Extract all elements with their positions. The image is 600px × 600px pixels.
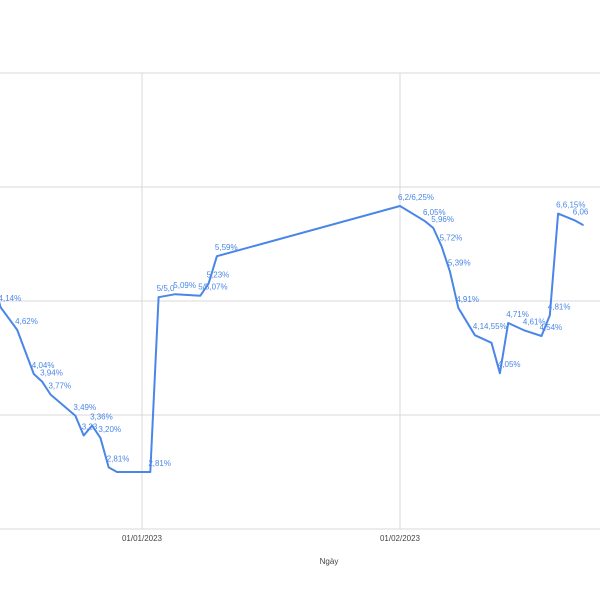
data-point <box>540 335 543 337</box>
data-point <box>449 270 451 273</box>
data-point <box>49 393 52 396</box>
data-point <box>432 227 435 229</box>
data-point <box>91 424 93 427</box>
data-point <box>399 205 401 207</box>
data-point <box>41 380 43 383</box>
data-label: 6,2/6,25% <box>398 193 434 202</box>
series-line <box>0 205 584 473</box>
data-point <box>107 466 110 469</box>
data-label: 4,61% <box>523 318 546 327</box>
data-point <box>74 414 77 417</box>
data-point <box>216 255 218 257</box>
x-axis-ticks: 01/01/2023 01/02/2023 <box>122 534 421 543</box>
data-point <box>549 314 551 317</box>
data-label: 5,96% <box>431 215 454 224</box>
series-layer <box>0 205 584 473</box>
data-point <box>174 293 177 295</box>
data-point <box>440 245 443 248</box>
data-label: 5,59% <box>215 243 238 252</box>
data-label: 5,09% <box>173 281 196 290</box>
data-label: 5,39% <box>448 258 471 267</box>
data-point <box>524 329 526 332</box>
data-point <box>207 282 210 285</box>
data-label: 3,77% <box>48 381 71 390</box>
x-axis-title: Ngày <box>320 557 339 566</box>
data-point <box>573 219 576 222</box>
data-label: 6,6,15% <box>556 201 585 210</box>
data-label: 6,05% <box>423 208 446 217</box>
data-point <box>457 307 460 309</box>
x-tick-label: 01/02/2023 <box>380 534 421 543</box>
data-label: 4,05% <box>498 360 521 369</box>
data-label: 3,20% <box>98 425 121 434</box>
data-point <box>16 329 18 331</box>
data-label: 4,62% <box>15 317 38 326</box>
data-label: 4,71% <box>506 310 529 319</box>
data-label: 4,14,55% <box>473 322 507 331</box>
data-point <box>582 224 584 226</box>
data-point <box>149 471 152 473</box>
chart-grid <box>0 72 600 530</box>
data-point <box>424 220 426 222</box>
data-point <box>116 471 118 473</box>
data-label: 2,81% <box>107 454 130 463</box>
data-label: 5/5,0 <box>157 284 175 293</box>
data-label: 5,23% <box>207 271 230 280</box>
data-point <box>82 434 85 437</box>
data-point <box>33 373 35 375</box>
data-point <box>99 437 102 439</box>
data-label: 5,72% <box>440 233 463 242</box>
data-label: 3,23 <box>82 423 98 432</box>
data-label: 4,14% <box>0 294 21 303</box>
data-label: 5/5,07% <box>198 283 227 292</box>
data-point <box>157 296 160 299</box>
data-label: 4,81% <box>548 302 571 311</box>
data-label: 2,81% <box>148 459 171 468</box>
data-label: 4,91% <box>456 295 479 304</box>
data-point <box>507 322 509 324</box>
x-tick-label: 01/01/2023 <box>122 534 163 543</box>
data-point <box>490 342 493 344</box>
data-point <box>474 334 476 337</box>
data-label: 3,94% <box>40 369 63 378</box>
data-label: 3,49% <box>73 403 96 412</box>
data-point <box>557 212 559 215</box>
data-label: 4,54% <box>539 323 562 332</box>
data-labels: 34,14%4,62%4,04%3,94%3,77%3,49%3,233,36%… <box>0 193 589 468</box>
data-label: 3,36% <box>90 413 113 422</box>
data-point <box>0 306 2 308</box>
data-point <box>199 294 202 297</box>
data-label: 6,06 <box>573 207 589 216</box>
data-label: 4,04% <box>32 361 55 370</box>
data-point <box>499 372 501 375</box>
